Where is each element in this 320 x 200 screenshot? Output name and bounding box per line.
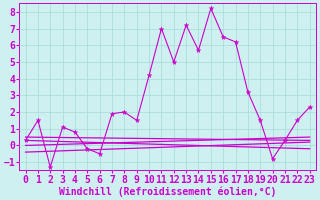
X-axis label: Windchill (Refroidissement éolien,°C): Windchill (Refroidissement éolien,°C) <box>59 186 276 197</box>
